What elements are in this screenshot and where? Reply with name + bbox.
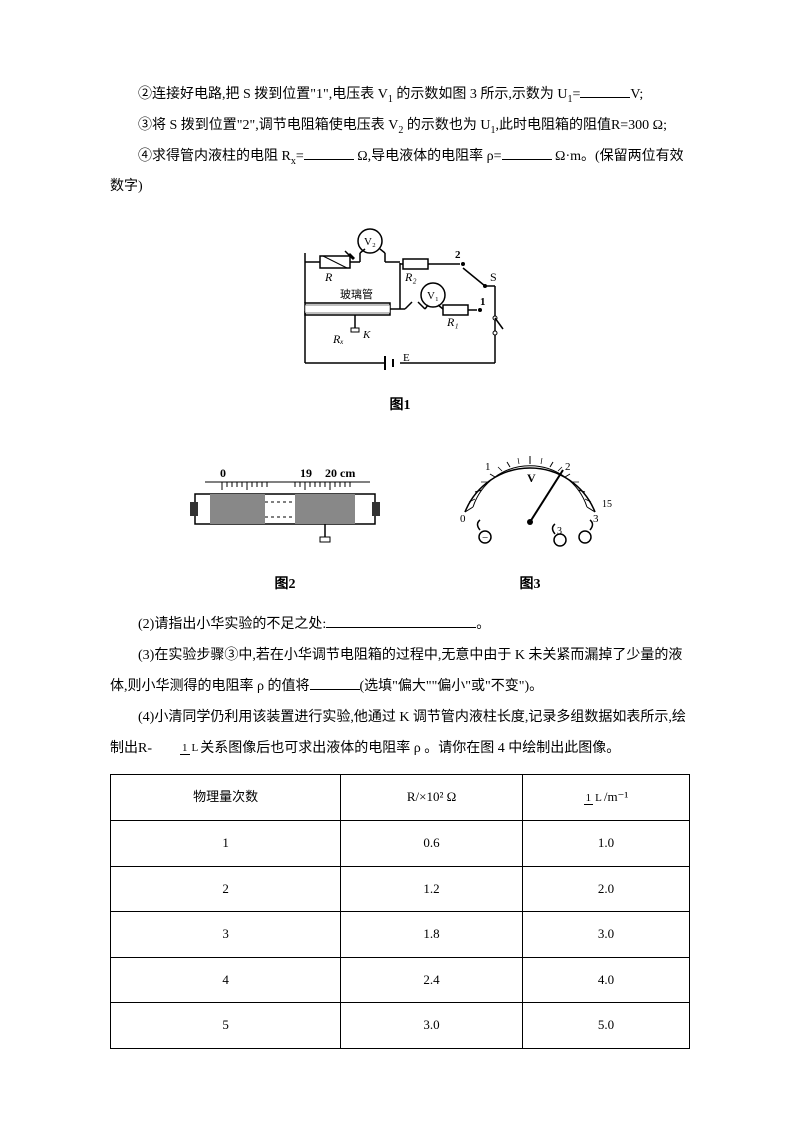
table-row: 31.83.0 xyxy=(111,912,690,958)
blank-rho xyxy=(502,145,552,160)
header-col2: R/×10² Ω xyxy=(341,775,523,821)
svg-text:−: − xyxy=(482,532,488,544)
question-3: (3)在实验步骤③中,若在小华调节电阻箱的过程中,无意中由于 K 未关紧而漏掉了… xyxy=(110,641,690,703)
svg-text:R: R xyxy=(324,270,333,284)
blank-u1 xyxy=(580,83,630,98)
svg-text:3: 3 xyxy=(593,513,599,525)
svg-text:E: E xyxy=(403,352,410,364)
text: ,此时电阻箱的阻值R=300 Ω; xyxy=(495,118,667,133)
svg-text:V₁: V₁ xyxy=(427,290,439,302)
fraction-1-over-L: 1L xyxy=(152,743,200,754)
text: 的示数如图 3 所示,示数为 U xyxy=(393,87,568,102)
header-col3: 1L/m⁻¹ xyxy=(522,775,689,821)
table-row: 53.05.0 xyxy=(111,1003,690,1049)
svg-text:3: 3 xyxy=(557,526,562,537)
table-row: 21.22.0 xyxy=(111,866,690,912)
text: = xyxy=(572,87,580,102)
text: 的示数也为 U xyxy=(403,118,490,133)
fig1-label: 图1 xyxy=(285,391,515,422)
svg-text:Rₓ: Rₓ xyxy=(332,332,344,346)
svg-text:V: V xyxy=(527,471,536,485)
svg-text:玻璃管: 玻璃管 xyxy=(340,287,373,301)
figure-3: 0 1 2 3 15 V − 3 图3 xyxy=(445,442,615,601)
step-2: ②连接好电路,把 S 拨到位置"1",电压表 V1 的示数如图 3 所示,示数为… xyxy=(110,80,690,111)
question-2: (2)请指出小华实验的不足之处: 。 xyxy=(110,610,690,641)
table-row: 10.61.0 xyxy=(111,820,690,866)
blank-bias xyxy=(310,675,360,690)
svg-text:1: 1 xyxy=(485,461,491,473)
svg-text:2: 2 xyxy=(455,249,461,261)
svg-text:V₂: V₂ xyxy=(364,236,376,248)
svg-text:K: K xyxy=(362,329,371,341)
text: (选填"偏大""偏小"或"不变")。 xyxy=(360,679,544,694)
text: ②连接好电路,把 S 拨到位置"1",电压表 V xyxy=(138,87,388,102)
svg-text:S: S xyxy=(490,270,497,284)
svg-text:0: 0 xyxy=(460,513,466,525)
text: Ω,导电液体的电阻率 ρ= xyxy=(354,149,502,164)
svg-text:19: 19 xyxy=(300,466,312,480)
header-col1: 物理量次数 xyxy=(111,775,341,821)
fig2-label: 图2 xyxy=(185,570,385,601)
blank-deficiency xyxy=(326,613,476,628)
table-row: 42.44.0 xyxy=(111,957,690,1003)
table-header-row: 物理量次数 R/×10² Ω 1L/m⁻¹ xyxy=(111,775,690,821)
data-table: 物理量次数 R/×10² Ω 1L/m⁻¹ 10.61.0 21.22.0 31… xyxy=(110,774,690,1049)
text: V; xyxy=(630,87,643,102)
text: 关系图像后也可求出液体的电阻率 ρ 。请你在图 4 中绘制出此图像。 xyxy=(200,741,620,756)
blank-rx xyxy=(304,145,354,160)
figure-2: 0 19 20 cm xyxy=(185,462,385,601)
svg-text:2: 2 xyxy=(565,461,571,473)
svg-text:1: 1 xyxy=(480,296,486,308)
svg-text:20 cm: 20 cm xyxy=(325,466,355,480)
text: (2)请指出小华实验的不足之处: xyxy=(138,617,326,632)
svg-text:R₂: R₂ xyxy=(404,270,417,284)
step-4: ④求得管内液柱的电阻 Rx= Ω,导电液体的电阻率 ρ= Ω·m。(保留两位有效… xyxy=(110,142,690,204)
question-4: (4)小清同学仍利用该装置进行实验,他通过 K 调节管内液柱长度,记录多组数据如… xyxy=(110,703,690,765)
text: = xyxy=(296,149,304,164)
fig3-label: 图3 xyxy=(445,570,615,601)
figure-1: E Rₓ K 玻璃管 R V₂ xyxy=(285,223,515,422)
step-3: ③将 S 拨到位置"2",调节电阻箱使电压表 V2 的示数也为 U1,此时电阻箱… xyxy=(110,111,690,142)
text: 。 xyxy=(476,617,490,632)
svg-text:0: 0 xyxy=(220,466,226,480)
text: ③将 S 拨到位置"2",调节电阻箱使电压表 V xyxy=(138,118,398,133)
svg-text:R₁: R₁ xyxy=(446,315,459,329)
figure-block: E Rₓ K 玻璃管 R V₂ xyxy=(110,213,690,600)
svg-text:15: 15 xyxy=(602,499,612,510)
text: ④求得管内液柱的电阻 R xyxy=(138,149,291,164)
